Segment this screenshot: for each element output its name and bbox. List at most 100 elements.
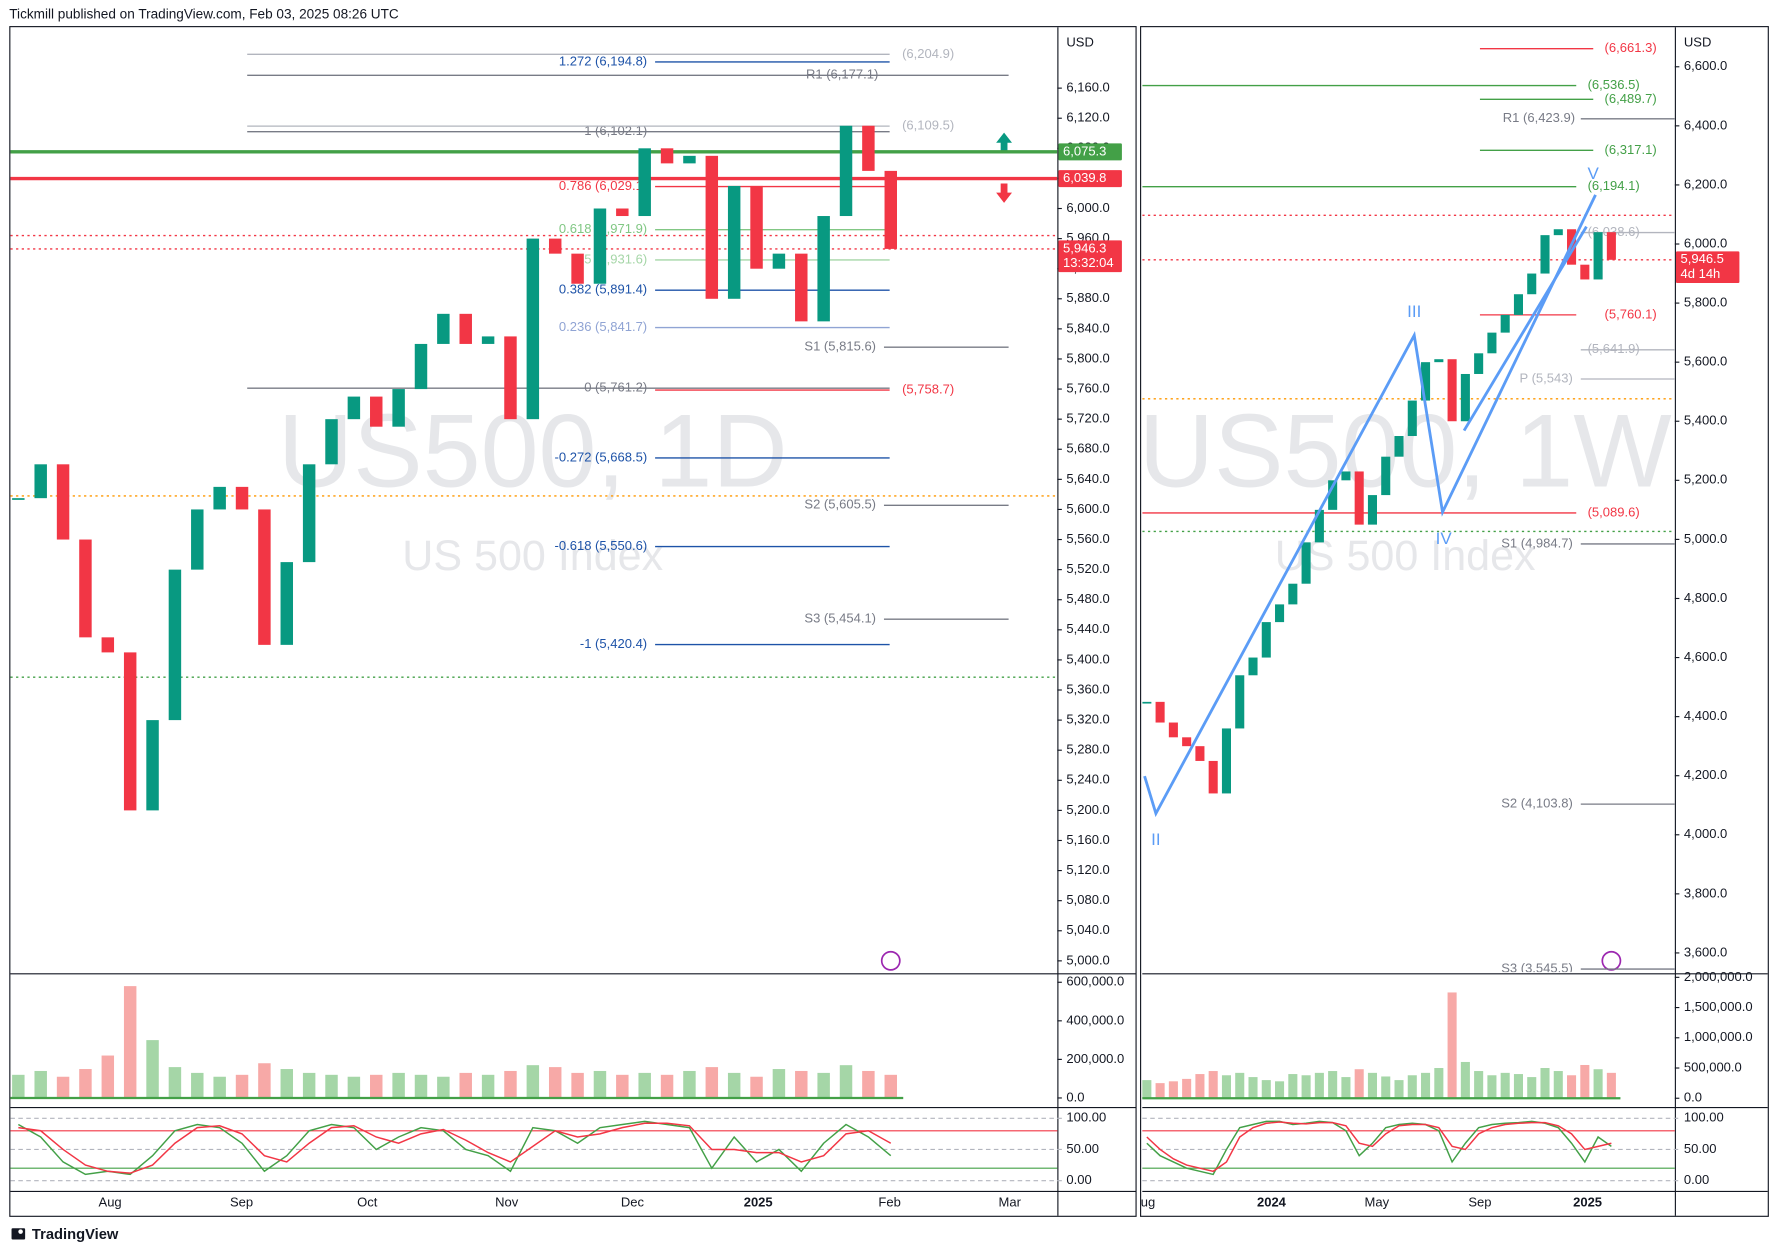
price-tag-label: 5,946.5 — [1680, 251, 1723, 266]
level-label: R1 (6,177.1) — [806, 67, 878, 82]
candle — [1288, 583, 1298, 605]
level-label: S3 (3,545.5) — [1501, 960, 1573, 975]
candle — [325, 419, 338, 465]
volume-tick-label: 1,500,000.0 — [1684, 999, 1753, 1014]
y-tick-label: 5,800.0 — [1066, 350, 1109, 365]
oscillator-tick-label: 0.00 — [1066, 1172, 1091, 1187]
wave-channel — [1462, 225, 1588, 432]
y-tick-label: 5,000.0 — [1684, 531, 1727, 546]
level-label: 1.272 (6,194.8) — [559, 53, 647, 68]
volume-tick-label: 2,000,000.0 — [1684, 969, 1753, 984]
watermark-title: US500, 1W — [1139, 393, 1673, 509]
candle — [1367, 495, 1377, 525]
volume-bar — [1314, 1072, 1324, 1099]
y-tick-label: 5,200.0 — [1066, 802, 1109, 817]
candle — [795, 253, 808, 322]
level-label: S3 (5,454.1) — [804, 611, 876, 626]
y-tick-label: 5,360.0 — [1066, 681, 1109, 696]
volume-bar — [191, 1072, 204, 1098]
volume-bar — [101, 1055, 115, 1098]
candle — [34, 464, 47, 499]
y-tick-label: 5,280.0 — [1066, 742, 1109, 757]
candle — [1474, 353, 1484, 374]
y-tick-label: 4,400.0 — [1684, 708, 1727, 723]
y-tick-label: 5,400.0 — [1066, 651, 1109, 666]
level-label: (6,109.5) — [902, 118, 954, 133]
level-label: R1 (6,423.9) — [1503, 110, 1575, 125]
price-tag — [1675, 251, 1740, 284]
level-label: (5,758.7) — [902, 381, 954, 396]
volume-bar — [1195, 1074, 1205, 1099]
level-label: S1 (5,815.6) — [804, 339, 876, 354]
candle — [571, 253, 584, 284]
candle — [1381, 456, 1391, 496]
y-tick-label: 5,000.0 — [1066, 952, 1109, 967]
y-tick-label: 5,480.0 — [1066, 591, 1109, 606]
y-tick-label: 5,520.0 — [1066, 561, 1109, 576]
candle — [79, 539, 92, 638]
volume-tick-label: 600,000.0 — [1066, 974, 1124, 989]
candle — [1354, 471, 1364, 525]
candle — [1606, 232, 1616, 260]
level-label: (6,536.5) — [1588, 77, 1640, 92]
wave-path — [1143, 194, 1597, 818]
volume-bar — [593, 1070, 607, 1098]
level-label: (5,641.9) — [1588, 341, 1640, 356]
y-tick-label: 5,680.0 — [1066, 441, 1109, 456]
volume-bar — [504, 1070, 517, 1098]
x-tick-label: May — [1365, 1195, 1390, 1210]
y-tick-label: 3,600.0 — [1684, 944, 1727, 959]
x-tick-label: ug — [1141, 1195, 1155, 1210]
logo-dot — [18, 1229, 23, 1234]
y-tick-label: 5,400.0 — [1684, 413, 1727, 428]
y-tick-label: 3,800.0 — [1684, 885, 1727, 900]
volume-bar — [1474, 1071, 1484, 1099]
logo-mark — [11, 1228, 26, 1240]
wave-label: III — [1407, 302, 1421, 321]
volume-bar — [302, 1072, 316, 1098]
volume-bar — [1381, 1076, 1391, 1099]
level-label: (6,489.7) — [1605, 91, 1657, 106]
volume-bar — [1367, 1072, 1377, 1099]
level-label: -1 (5,420.4) — [580, 636, 647, 651]
level-label: 0.5 (5,931.6) — [573, 251, 647, 266]
candle — [370, 396, 383, 427]
y-tick-label: 5,600.0 — [1684, 354, 1727, 369]
candle — [168, 569, 182, 721]
volume-bar — [705, 1067, 719, 1098]
y-tick-label: 5,200.0 — [1684, 472, 1727, 487]
candle — [616, 208, 629, 217]
volume-bar — [34, 1070, 47, 1098]
candle — [1527, 273, 1537, 295]
candle — [1487, 332, 1497, 354]
price-tag-label: 6,075.3 — [1063, 143, 1106, 158]
candle — [683, 155, 696, 164]
volume-bar — [1248, 1077, 1258, 1099]
y-tick-label: 6,600.0 — [1684, 58, 1727, 73]
price-tag — [1058, 170, 1122, 188]
candle — [817, 216, 830, 322]
arrow-down — [996, 183, 1013, 203]
wave-label: V — [1588, 164, 1600, 183]
volume-bar — [1208, 1071, 1218, 1099]
volume-bar — [12, 1074, 25, 1098]
volume-bar — [1301, 1075, 1311, 1099]
x-tick-label: Dec — [621, 1195, 645, 1210]
volume-bar — [1421, 1072, 1431, 1099]
candle — [258, 509, 271, 645]
level-label: 0.786 (6,029.1) — [559, 178, 647, 193]
y-tick-label: 5,040.0 — [1066, 922, 1109, 937]
down-arrow — [996, 183, 1013, 203]
volume-bar — [1341, 1077, 1351, 1099]
candle — [1421, 362, 1431, 401]
volume-bar — [1407, 1075, 1417, 1099]
volume-bar — [437, 1076, 450, 1098]
volume-bar — [526, 1065, 540, 1098]
candle — [1500, 314, 1510, 333]
y-tick-label: 5,080.0 — [1066, 892, 1109, 907]
x-tick-label: 2024 — [1257, 1195, 1287, 1210]
volume-bar — [1182, 1078, 1192, 1099]
candle — [1447, 359, 1457, 422]
volume-bar — [660, 1074, 674, 1098]
volume-bar — [280, 1069, 294, 1098]
